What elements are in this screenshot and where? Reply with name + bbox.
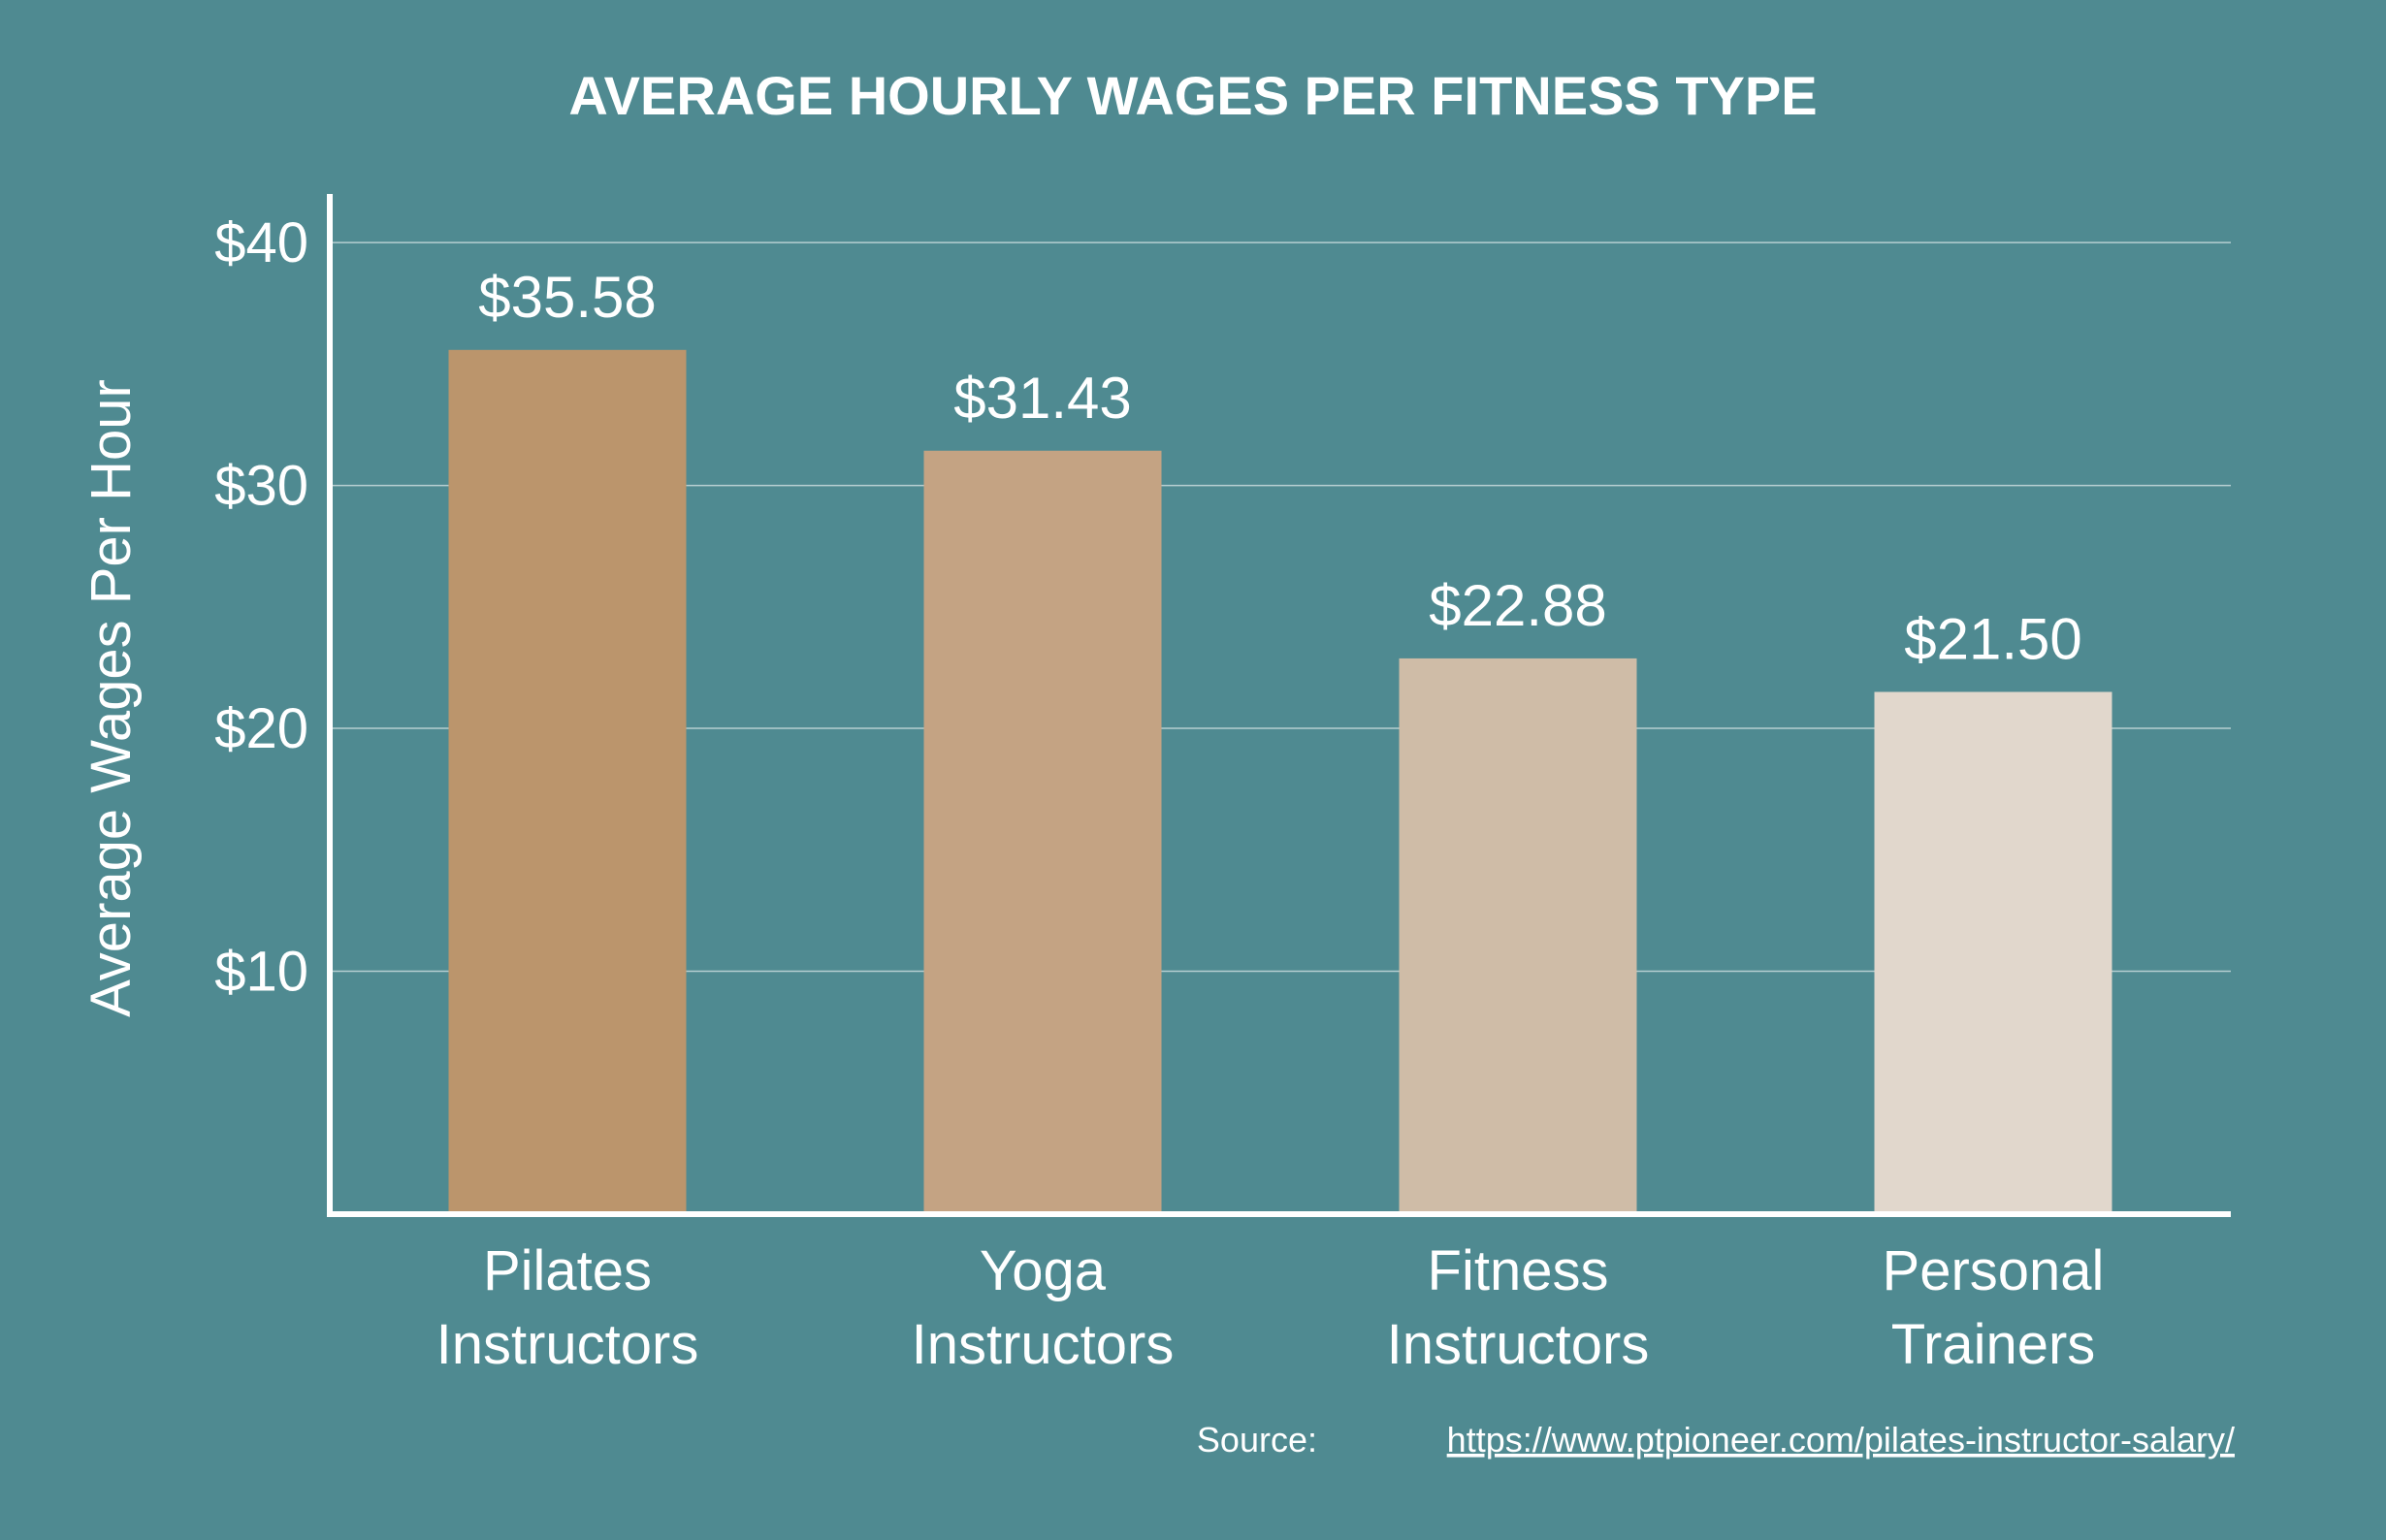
bar [923, 450, 1162, 1215]
y-tick-label: $30 [214, 455, 308, 518]
category-labels: Pilates Instructors Yoga Instructors Fitness… [436, 1239, 2105, 1376]
x-tick-label: Fitness Instructors [1387, 1239, 1650, 1376]
bar [1874, 691, 2112, 1214]
value-labels: $35.58 $31.43 $22.88 $21.50 [478, 265, 2082, 672]
y-axis-label: Average Wages Per Hour [80, 379, 143, 1017]
data-label: $21.50 [1904, 606, 2082, 671]
bar [448, 349, 687, 1214]
source-note: Source: https://www.ptpioneer.com/pilate… [1197, 1420, 2235, 1460]
data-label: $31.43 [953, 366, 1132, 431]
x-tick-label: Personal Trainers [1883, 1239, 2105, 1376]
data-label: $35.58 [478, 265, 657, 330]
y-axis-ticks: $10 $20 $30 $40 [214, 211, 308, 1003]
x-tick-label: Yoga Instructors [912, 1239, 1175, 1376]
bars [448, 349, 2112, 1215]
y-tick-label: $10 [214, 941, 308, 1004]
bar [1399, 658, 1637, 1214]
chart-title: AVERAGE HOURLY WAGES PER FITNESS TYPE [568, 65, 1817, 126]
source-prefix: Source: [1197, 1420, 1317, 1460]
data-label: $22.88 [1429, 573, 1607, 638]
y-tick-label: $20 [214, 697, 308, 760]
source-link[interactable]: https://www.ptpioneer.com/pilates-instru… [1447, 1420, 2235, 1460]
x-tick-label: Pilates Instructors [436, 1239, 699, 1376]
y-tick-label: $40 [214, 211, 308, 274]
